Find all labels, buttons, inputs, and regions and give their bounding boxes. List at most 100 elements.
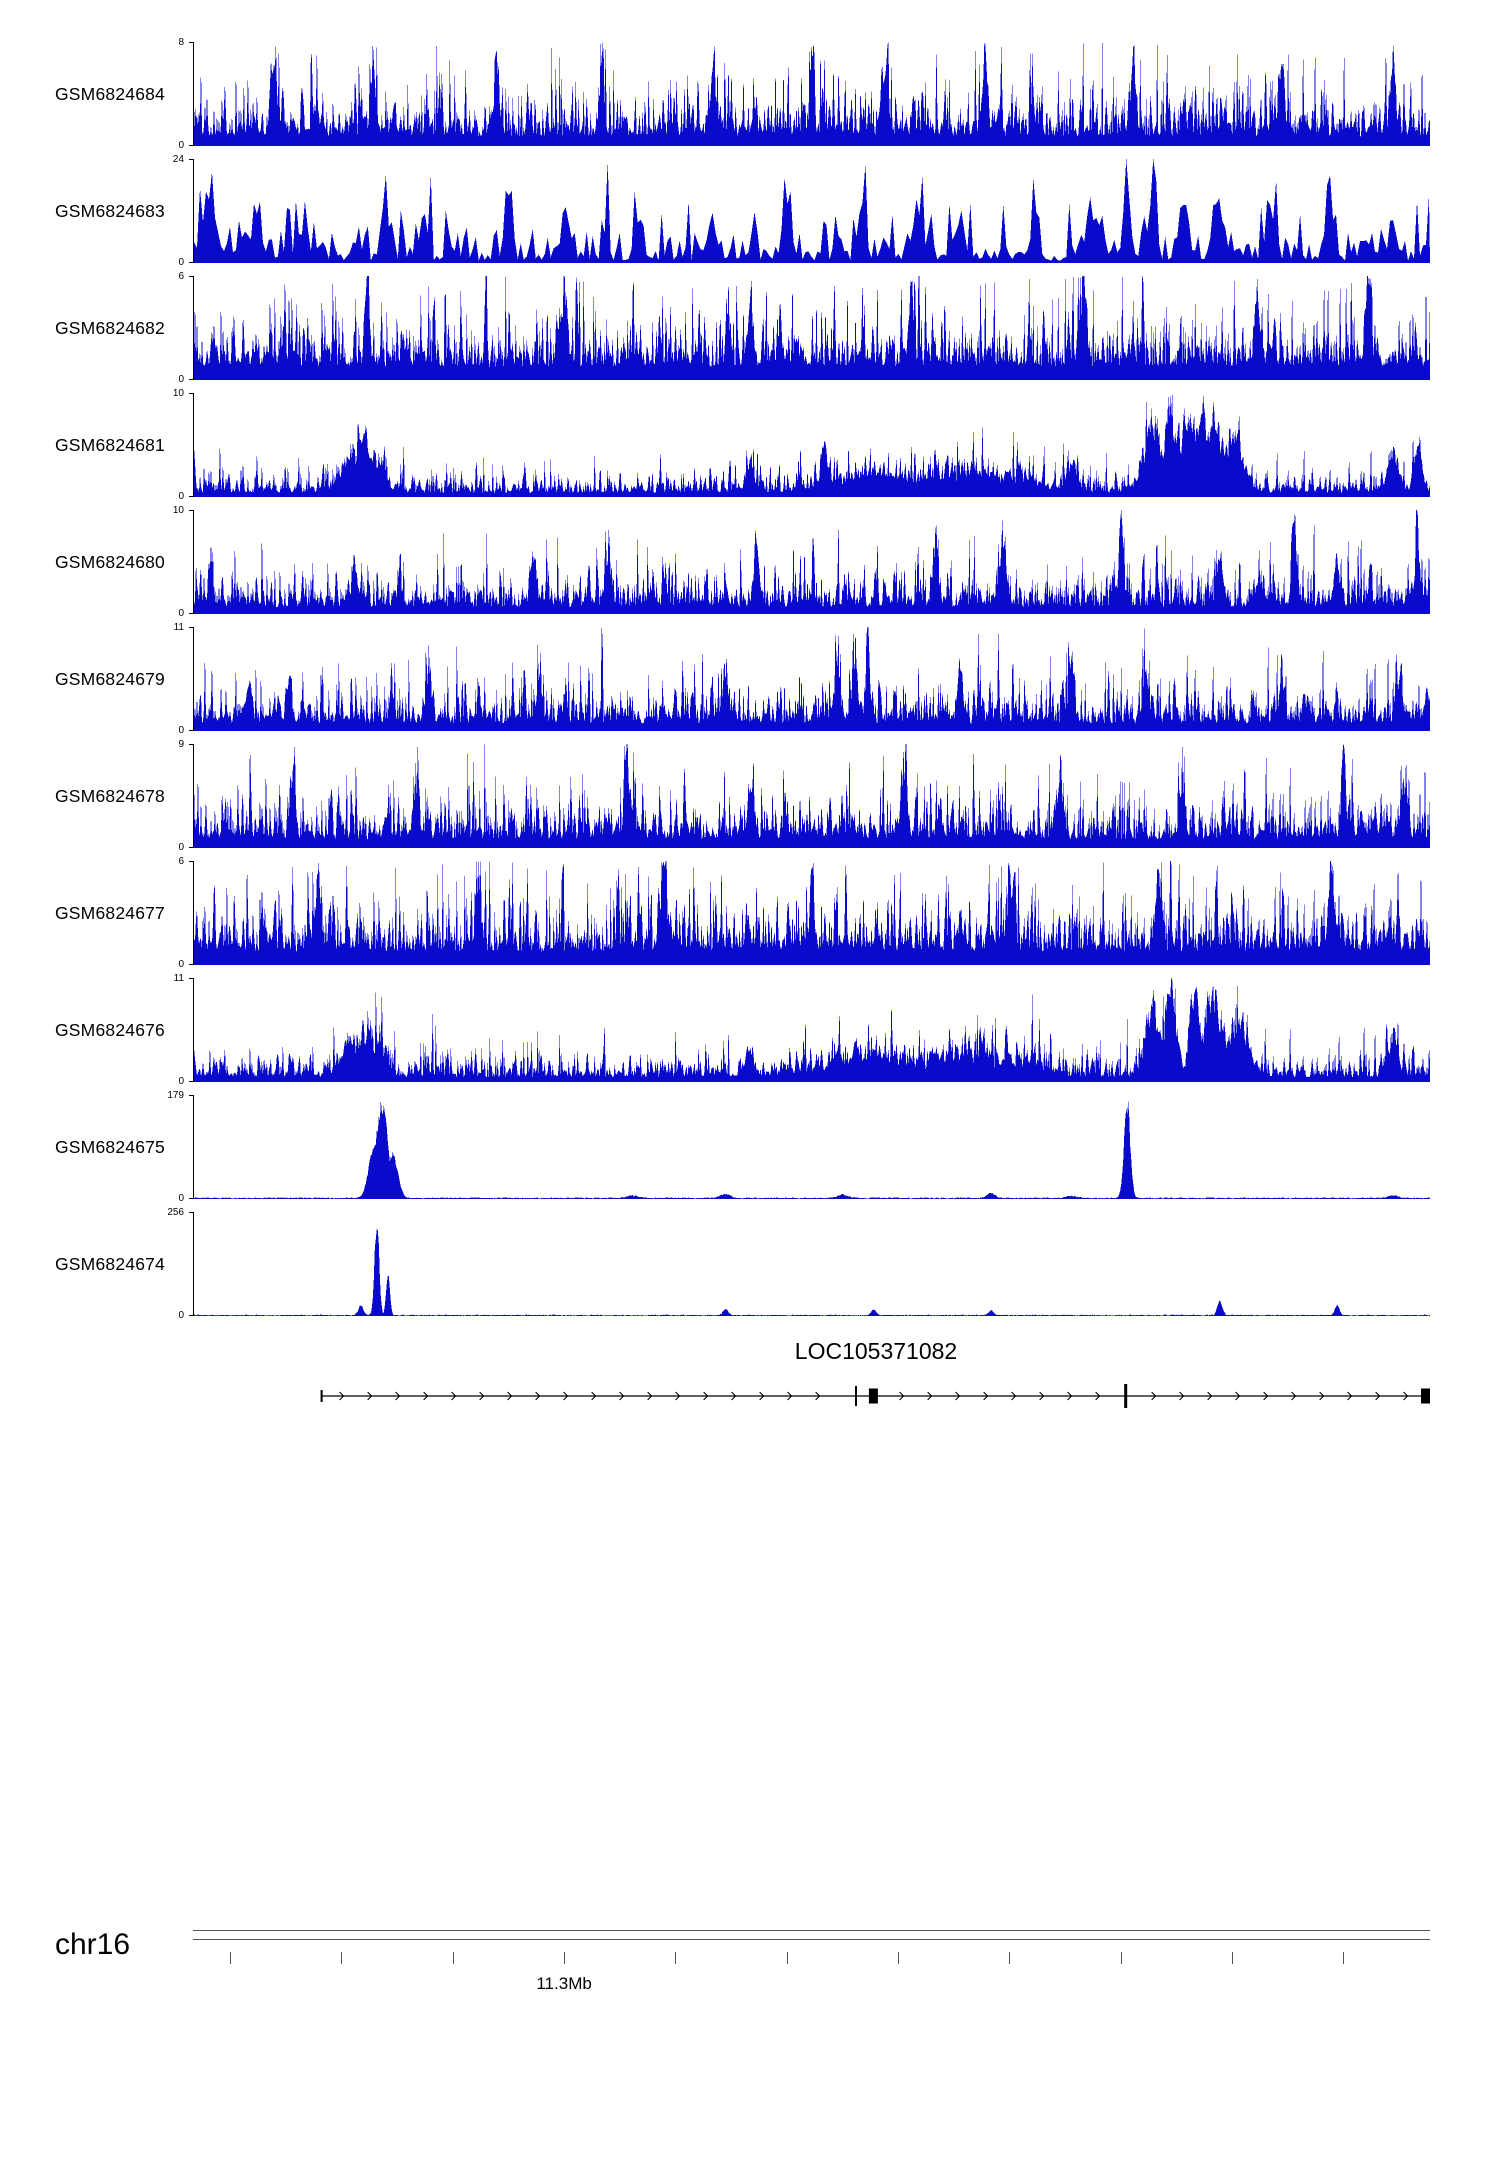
strand-chevron-icon (1067, 1391, 1073, 1401)
coverage-plot (189, 276, 1430, 380)
signal-track-row: GSM6824682 6 0 (0, 272, 1500, 385)
coverage-plot (189, 861, 1430, 965)
chromosome-label: chr16 (55, 1928, 131, 1961)
coverage-area (194, 627, 1430, 731)
gene-name-label: LOC105371082 (794, 1338, 958, 1364)
strand-chevron-icon (899, 1391, 905, 1401)
coverage-plot (189, 510, 1430, 614)
strand-chevron-icon (395, 1391, 401, 1401)
exon-block (868, 1388, 878, 1404)
track-name-label: GSM6824679 (55, 668, 165, 689)
y-axis-zero-label: 0 (178, 842, 184, 853)
coverage-svg (194, 627, 1430, 731)
gene-annotation-track: LOC105371082 (193, 1338, 1430, 1438)
coverage-area (194, 978, 1430, 1082)
coverage-svg (194, 744, 1430, 848)
signal-track-row: GSM6824683 24 0 (0, 155, 1500, 268)
track-name-label: GSM6824680 (55, 551, 165, 572)
coverage-plot (189, 627, 1430, 731)
track-name-label: GSM6824675 (55, 1136, 165, 1157)
y-axis-max-label: 10 (172, 505, 184, 516)
signal-track-row: GSM6824676 11 0 (0, 974, 1500, 1087)
strand-chevron-icon (1011, 1391, 1017, 1401)
strand-chevron-icon (479, 1391, 485, 1401)
y-axis-max-label: 6 (178, 856, 184, 867)
y-axis-zero-label: 0 (178, 1310, 184, 1321)
strand-chevron-icon (451, 1391, 457, 1401)
axis-tick (452, 1952, 454, 1964)
y-axis-zero-label: 0 (178, 1193, 184, 1204)
track-name-label: GSM6824682 (55, 317, 165, 338)
strand-chevron-icon (367, 1391, 373, 1401)
exon-block (320, 1390, 323, 1402)
y-axis-max-label: 179 (167, 1090, 184, 1101)
track-name-label: GSM6824684 (55, 83, 165, 104)
coverage-area (194, 159, 1430, 263)
y-axis-zero-label: 0 (178, 140, 184, 151)
coverage-area (194, 1228, 1430, 1316)
strand-chevron-icon (1319, 1391, 1325, 1401)
exon-block (855, 1386, 857, 1406)
axis-tick (230, 1952, 232, 1964)
y-axis-zero-label: 0 (178, 491, 184, 502)
y-axis-zero-label: 0 (178, 725, 184, 736)
signal-track-row: GSM6824684 8 0 (0, 38, 1500, 151)
coverage-area (194, 393, 1430, 497)
strand-chevron-icon (1039, 1391, 1045, 1401)
gene-model-svg (320, 1384, 1430, 1408)
coverage-svg (194, 42, 1430, 146)
strand-chevron-icon (339, 1391, 345, 1401)
y-axis-max-label: 24 (172, 154, 184, 165)
coverage-svg (194, 1100, 1430, 1199)
strand-chevron-icon (1179, 1391, 1185, 1401)
strand-chevron-icon (983, 1391, 989, 1401)
signal-track-row: GSM6824681 10 0 (0, 389, 1500, 502)
position-label: 11.3Mb (536, 1974, 592, 1993)
track-name-label: GSM6824677 (55, 902, 165, 923)
strand-chevron-icon (731, 1391, 737, 1401)
y-axis-zero-label: 0 (178, 374, 184, 385)
coverage-svg (194, 276, 1430, 380)
track-name-label: GSM6824676 (55, 1019, 165, 1040)
track-name-label: GSM6824683 (55, 200, 165, 221)
strand-chevron-icon (759, 1391, 765, 1401)
strand-chevron-icon (535, 1391, 541, 1401)
coverage-plot (189, 744, 1430, 848)
strand-chevron-icon (1151, 1391, 1157, 1401)
strand-chevron-icon (423, 1391, 429, 1401)
coverage-svg (194, 978, 1430, 1082)
exon-block (1421, 1388, 1430, 1404)
y-axis-max-label: 10 (172, 388, 184, 399)
signal-track-row: GSM6824679 11 0 (0, 623, 1500, 736)
coverage-plot (189, 978, 1430, 1082)
coverage-svg (194, 861, 1430, 965)
axis-tick (1232, 1952, 1234, 1964)
y-axis-zero-label: 0 (178, 959, 184, 970)
strand-chevron-icon (507, 1391, 513, 1401)
strand-chevron-icon (815, 1391, 821, 1401)
coverage-area (194, 1100, 1430, 1199)
strand-chevron-icon (1403, 1391, 1409, 1401)
signal-track-row: GSM6824675 179 0 (0, 1091, 1500, 1204)
coverage-area (194, 861, 1430, 965)
coverage-area (194, 276, 1430, 380)
axis-tick (786, 1952, 788, 1964)
strand-chevron-icon (1375, 1391, 1381, 1401)
signal-track-row: GSM6824678 9 0 (0, 740, 1500, 853)
coverage-svg (194, 393, 1430, 497)
strand-chevron-icon (591, 1391, 597, 1401)
coverage-area (194, 510, 1430, 614)
strand-chevron-icon (1263, 1391, 1269, 1401)
coverage-svg (194, 1228, 1430, 1316)
coverage-svg (194, 510, 1430, 614)
y-axis-max-label: 256 (167, 1207, 184, 1218)
y-axis-max-label: 9 (178, 739, 184, 750)
y-axis-max-label: 11 (173, 973, 184, 984)
signal-track-row: GSM6824677 6 0 (0, 857, 1500, 970)
coverage-area (194, 42, 1430, 146)
strand-chevron-icon (1235, 1391, 1241, 1401)
strand-chevron-icon (703, 1391, 709, 1401)
track-name-label: GSM6824678 (55, 785, 165, 806)
strand-chevron-icon (1095, 1391, 1101, 1401)
